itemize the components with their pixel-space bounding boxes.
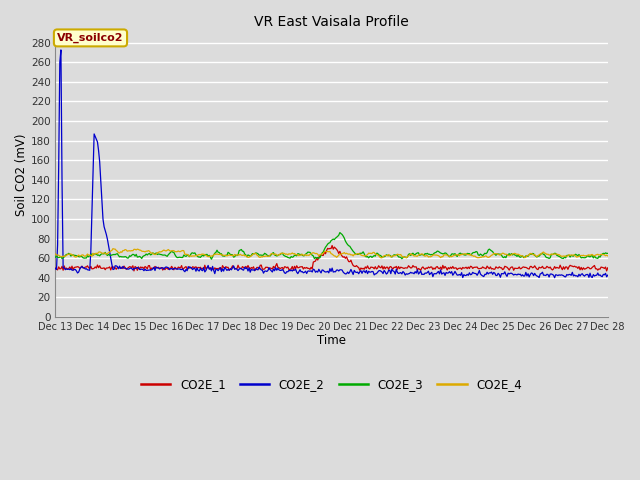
Title: VR East Vaisala Profile: VR East Vaisala Profile — [254, 15, 409, 29]
Legend: CO2E_1, CO2E_2, CO2E_3, CO2E_4: CO2E_1, CO2E_2, CO2E_3, CO2E_4 — [136, 373, 527, 396]
Y-axis label: Soil CO2 (mV): Soil CO2 (mV) — [15, 133, 28, 216]
Text: VR_soilco2: VR_soilco2 — [57, 33, 124, 43]
X-axis label: Time: Time — [317, 335, 346, 348]
